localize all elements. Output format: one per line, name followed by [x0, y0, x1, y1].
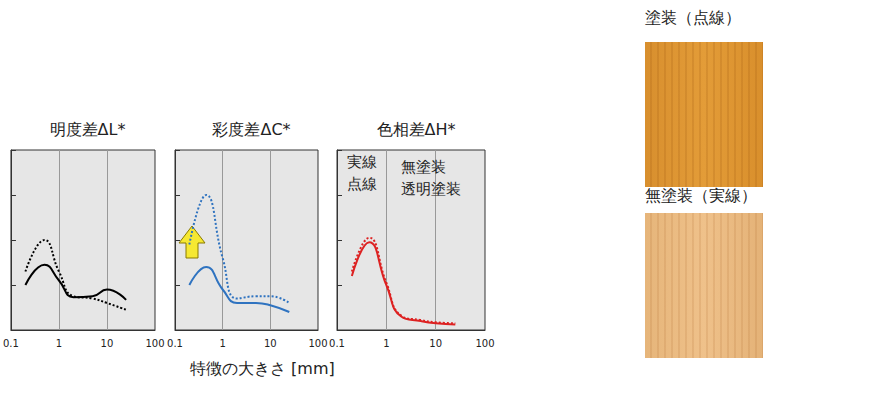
svg-text:点線: 点線 [347, 175, 377, 193]
svg-text:明度差ΔL*: 明度差ΔL* [50, 120, 126, 139]
svg-text:10: 10 [429, 338, 442, 349]
svg-text:0.1: 0.1 [3, 338, 19, 349]
svg-text:100: 100 [475, 338, 494, 349]
svg-text:10: 10 [264, 338, 277, 349]
svg-text:0.1: 0.1 [329, 338, 345, 349]
svg-text:100: 100 [308, 338, 327, 349]
svg-text:1: 1 [383, 338, 389, 349]
svg-text:10: 10 [101, 338, 114, 349]
html-text:塗装（点線）: 塗装（点線） [645, 8, 741, 27]
html-text:無塗装（実線）: 無塗装（実線） [645, 186, 757, 205]
svg-text:100: 100 [145, 338, 164, 349]
svg-text:特徴の大きさ [mm]: 特徴の大きさ [mm] [190, 359, 335, 378]
svg-text:透明塗装: 透明塗装 [401, 180, 461, 198]
svg-text:実線: 実線 [347, 153, 377, 171]
svg-text:無塗装: 無塗装 [401, 158, 446, 176]
svg-text:色相差ΔH*: 色相差ΔH* [377, 120, 456, 139]
svg-text:彩度差ΔC*: 彩度差ΔC* [212, 120, 290, 139]
svg-text:1: 1 [56, 338, 62, 349]
svg-text:1: 1 [219, 338, 225, 349]
svg-text:0.1: 0.1 [167, 338, 183, 349]
